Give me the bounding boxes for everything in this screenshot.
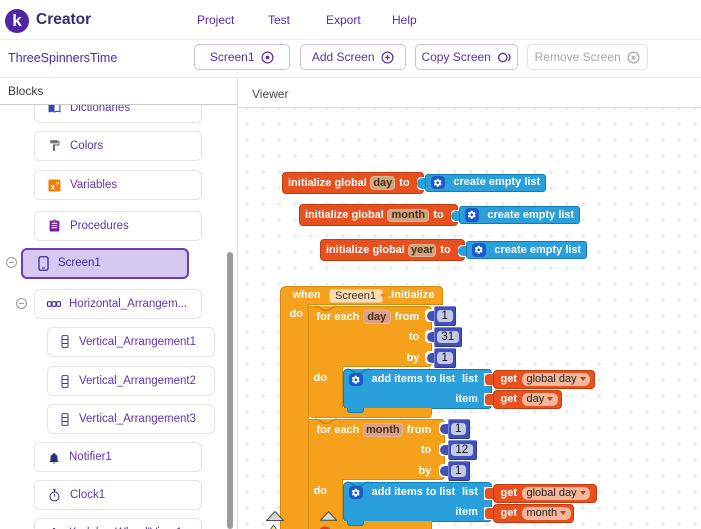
svg-text:x: x	[50, 181, 55, 191]
svg-text:y: y	[56, 180, 59, 186]
